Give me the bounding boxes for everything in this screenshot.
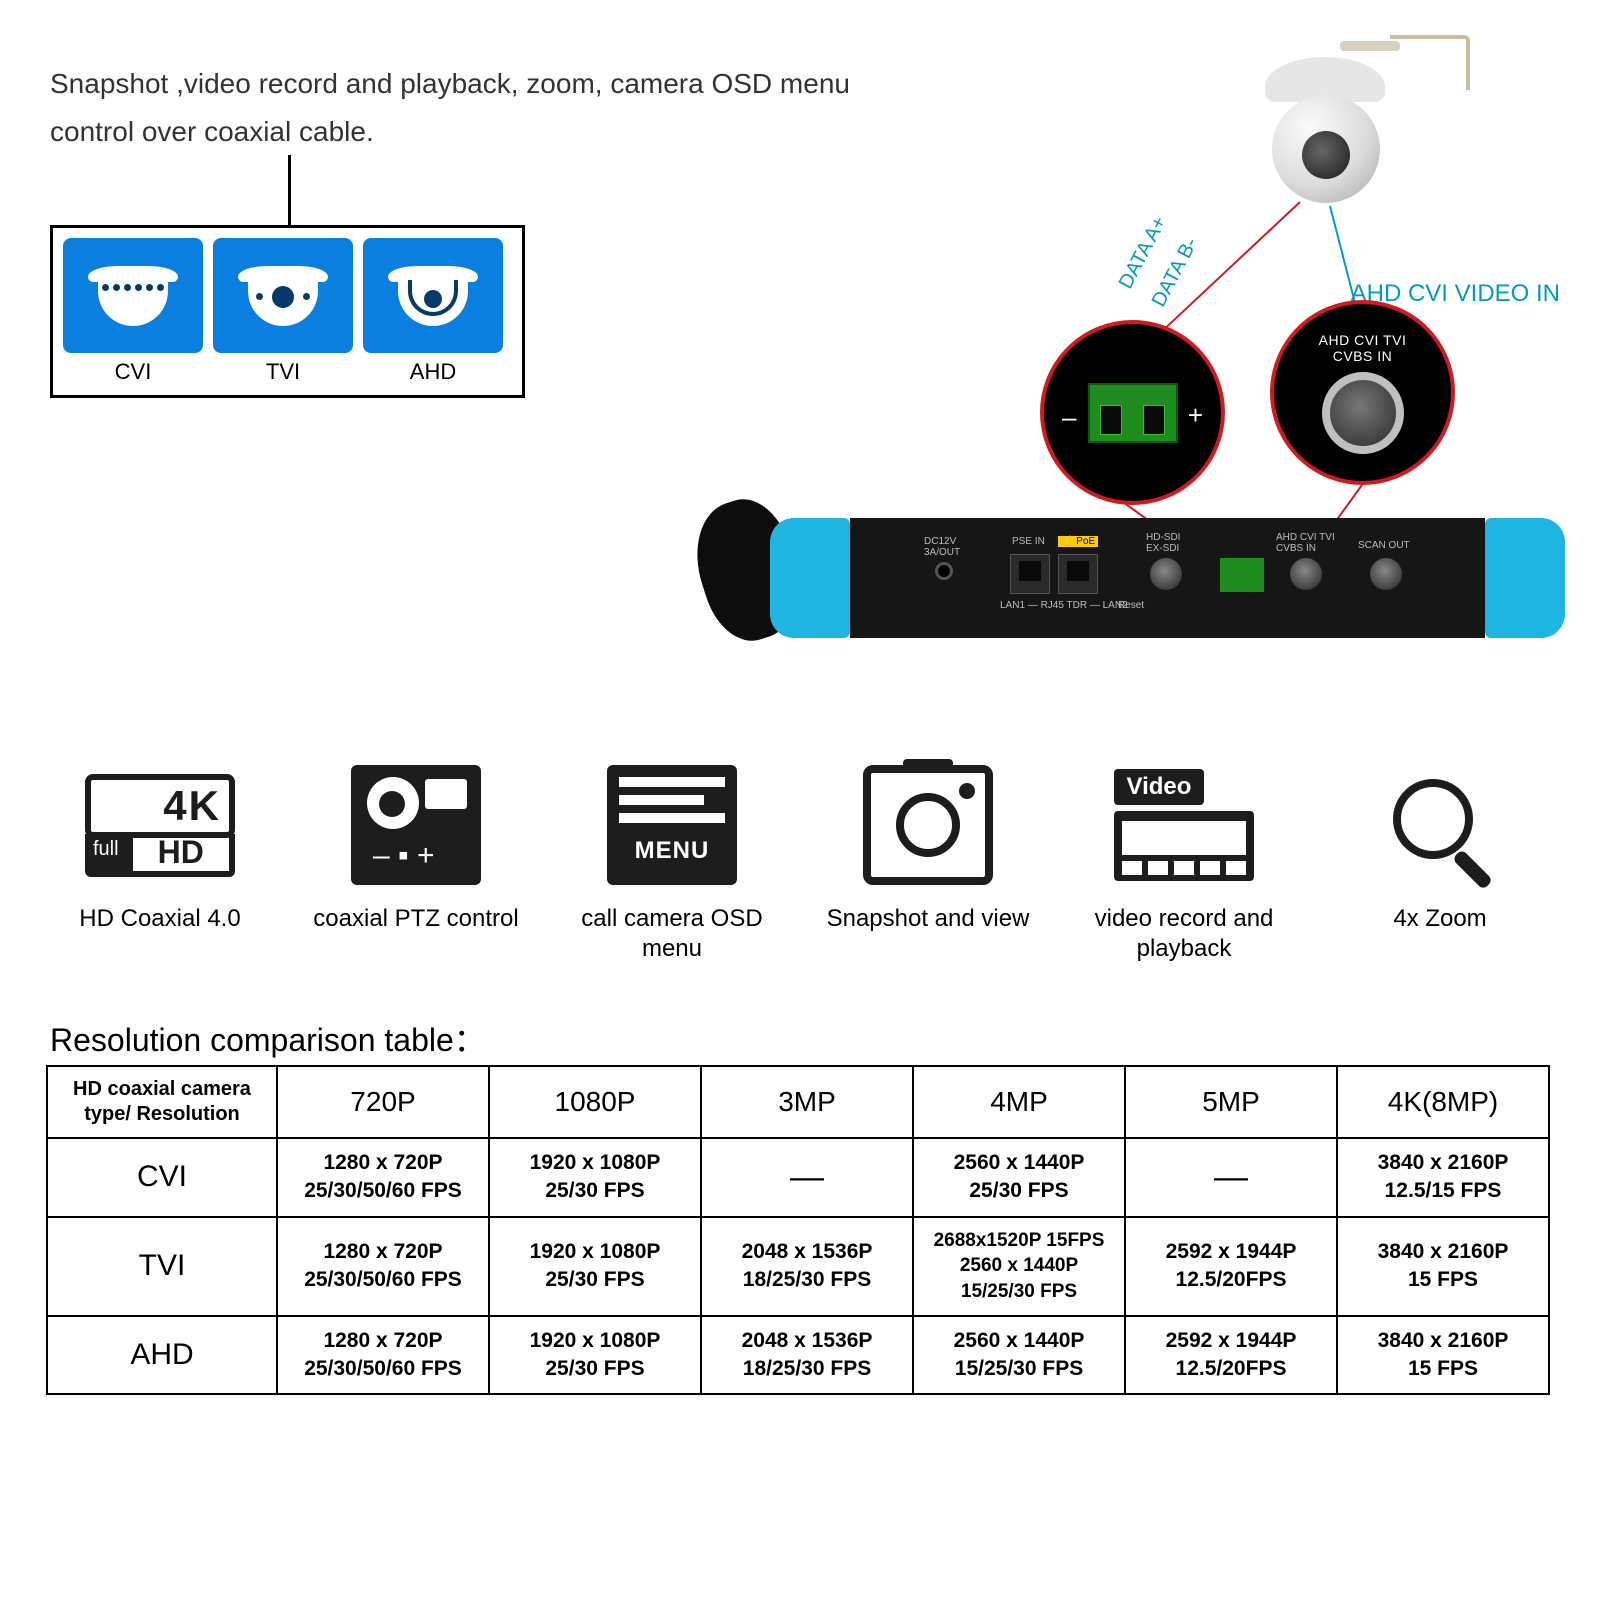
pse-label: PSE IN bbox=[1012, 536, 1045, 547]
poe-label: ⚡ PoE bbox=[1058, 536, 1098, 547]
table-header-cell: 1080P bbox=[489, 1066, 701, 1138]
bnc-port-icon bbox=[1290, 558, 1322, 590]
bnc-port-icon bbox=[1150, 558, 1182, 590]
table-cell: 3840 x 2160P12.5/15 FPS bbox=[1337, 1138, 1549, 1217]
dc-label: DC12V 3A/OUT bbox=[924, 536, 960, 558]
feature-osd-menu: MENU call camera OSD menu bbox=[562, 760, 782, 964]
feature-caption: coaxial PTZ control bbox=[306, 904, 526, 934]
hd-4k-icon: 4K full HD bbox=[85, 760, 235, 890]
table-cell: 2592 x 1944P12.5/20FPS bbox=[1125, 1217, 1337, 1316]
feature-row: 4K full HD HD Coaxial 4.0 – ▪ + coaxial … bbox=[50, 760, 1550, 964]
dome-camera-icon bbox=[63, 238, 203, 353]
camera-snapshot-icon bbox=[853, 760, 1003, 890]
feature-caption: Snapshot and view bbox=[818, 904, 1038, 934]
table-header-cell: 4MP bbox=[913, 1066, 1125, 1138]
table-cell: 1920 x 1080P25/30 FPS bbox=[489, 1138, 701, 1217]
table-cell: — bbox=[701, 1138, 913, 1217]
table-rowhead: AHD bbox=[47, 1316, 277, 1395]
tester-device: DC12V 3A/OUT PSE IN ⚡ PoE LAN1 — RJ45 TD… bbox=[770, 518, 1565, 638]
table-cell: 2048 x 1536P18/25/30 FPS bbox=[701, 1316, 913, 1395]
table-cell: 1920 x 1080P25/30 FPS bbox=[489, 1217, 701, 1316]
ptz-control-icon: – ▪ + bbox=[341, 760, 491, 890]
bnc-port-icon bbox=[1370, 558, 1402, 590]
table-cell: 1280 x 720P25/30/50/60 FPS bbox=[277, 1217, 489, 1316]
camera-type-box: CVI TVI AHD bbox=[50, 225, 525, 398]
description-text: Snapshot ,video record and playback, zoo… bbox=[50, 60, 870, 155]
table-header-cell: 3MP bbox=[701, 1066, 913, 1138]
bnc-zoom-circle: AHD CVI TVI CVBS IN bbox=[1270, 300, 1455, 485]
dome-camera-icon bbox=[213, 238, 353, 353]
menu-icon: MENU bbox=[597, 760, 747, 890]
feature-caption: video record and playback bbox=[1074, 904, 1294, 964]
camera-type-panel: CVI TVI AHD bbox=[50, 225, 525, 398]
magnifier-icon bbox=[1365, 760, 1515, 890]
camera-type-cvi: CVI bbox=[63, 238, 203, 385]
device-diagram: DATA A+ DATA B- AHD CVI VIDEO IN –+ AHD … bbox=[770, 30, 1560, 640]
feature-hd-coaxial: 4K full HD HD Coaxial 4.0 bbox=[50, 760, 270, 934]
video-record-icon: Video bbox=[1109, 760, 1259, 890]
table-header-cell: HD coaxial camera type/ Resolution bbox=[47, 1066, 277, 1138]
bnc-label-1: AHD CVI TVI bbox=[1319, 332, 1407, 348]
camera-type-label: CVI bbox=[63, 359, 203, 385]
camera-type-label: TVI bbox=[213, 359, 353, 385]
feature-caption: 4x Zoom bbox=[1330, 904, 1550, 934]
table-rowhead: TVI bbox=[47, 1217, 277, 1316]
lan-label: LAN1 — RJ45 TDR — LAN2 bbox=[1000, 600, 1128, 611]
scanout-label: SCAN OUT bbox=[1358, 540, 1410, 551]
terminal-block-icon bbox=[1220, 558, 1264, 592]
table-cell: 2688x1520P 15FPS2560 x 1440P15/25/30 FPS bbox=[913, 1217, 1125, 1316]
table-cell: 1280 x 720P25/30/50/60 FPS bbox=[277, 1138, 489, 1217]
table-cell: 1920 x 1080P25/30 FPS bbox=[489, 1316, 701, 1395]
table-cell: 3840 x 2160P15 FPS bbox=[1337, 1316, 1549, 1395]
feature-snapshot: Snapshot and view bbox=[818, 760, 1038, 934]
feature-caption: HD Coaxial 4.0 bbox=[50, 904, 270, 934]
table-cell: 2592 x 1944P12.5/20FPS bbox=[1125, 1316, 1337, 1395]
table-row: AHD1280 x 720P25/30/50/60 FPS1920 x 1080… bbox=[47, 1316, 1549, 1395]
table-cell: 2560 x 1440P15/25/30 FPS bbox=[913, 1316, 1125, 1395]
dc-jack-icon bbox=[935, 562, 953, 580]
table-cell: 3840 x 2160P15 FPS bbox=[1337, 1217, 1549, 1316]
feature-zoom: 4x Zoom bbox=[1330, 760, 1550, 934]
table-cell: 2560 x 1440P25/30 FPS bbox=[913, 1138, 1125, 1217]
camera-type-ahd: AHD bbox=[363, 238, 503, 385]
table-title: Resolution comparison table： bbox=[50, 1015, 486, 1061]
feature-video-record: Video video record and playback bbox=[1074, 760, 1294, 964]
bnc-label-2: CVBS IN bbox=[1333, 348, 1393, 364]
table-header-cell: 720P bbox=[277, 1066, 489, 1138]
hdsdi-label: HD-SDI EX-SDI bbox=[1146, 532, 1180, 554]
feature-ptz-control: – ▪ + coaxial PTZ control bbox=[306, 760, 526, 934]
reset-label: Reset bbox=[1118, 600, 1144, 611]
rj45-port-icon bbox=[1010, 554, 1050, 594]
table-cell: — bbox=[1125, 1138, 1337, 1217]
table-header-row: HD coaxial camera type/ Resolution720P10… bbox=[47, 1066, 1549, 1138]
table-header-cell: 4K(8MP) bbox=[1337, 1066, 1549, 1138]
camera-type-label: AHD bbox=[363, 359, 503, 385]
table-cell: 2048 x 1536P18/25/30 FPS bbox=[701, 1217, 913, 1316]
terminal-zoom-circle: –+ bbox=[1040, 320, 1225, 505]
table-cell: 1280 x 720P25/30/50/60 FPS bbox=[277, 1316, 489, 1395]
table-row: TVI1280 x 720P25/30/50/60 FPS1920 x 1080… bbox=[47, 1217, 1549, 1316]
camera-type-tvi: TVI bbox=[213, 238, 353, 385]
connector-stem bbox=[288, 155, 291, 225]
feature-caption: call camera OSD menu bbox=[562, 904, 782, 964]
dome-camera-icon bbox=[363, 238, 503, 353]
table-rowhead: CVI bbox=[47, 1138, 277, 1217]
resolution-table: HD coaxial camera type/ Resolution720P10… bbox=[46, 1065, 1550, 1395]
table-row: CVI1280 x 720P25/30/50/60 FPS1920 x 1080… bbox=[47, 1138, 1549, 1217]
table-header-cell: 5MP bbox=[1125, 1066, 1337, 1138]
cvbs-label: AHD CVI TVI CVBS IN bbox=[1276, 532, 1335, 554]
rj45-port-icon bbox=[1058, 554, 1098, 594]
